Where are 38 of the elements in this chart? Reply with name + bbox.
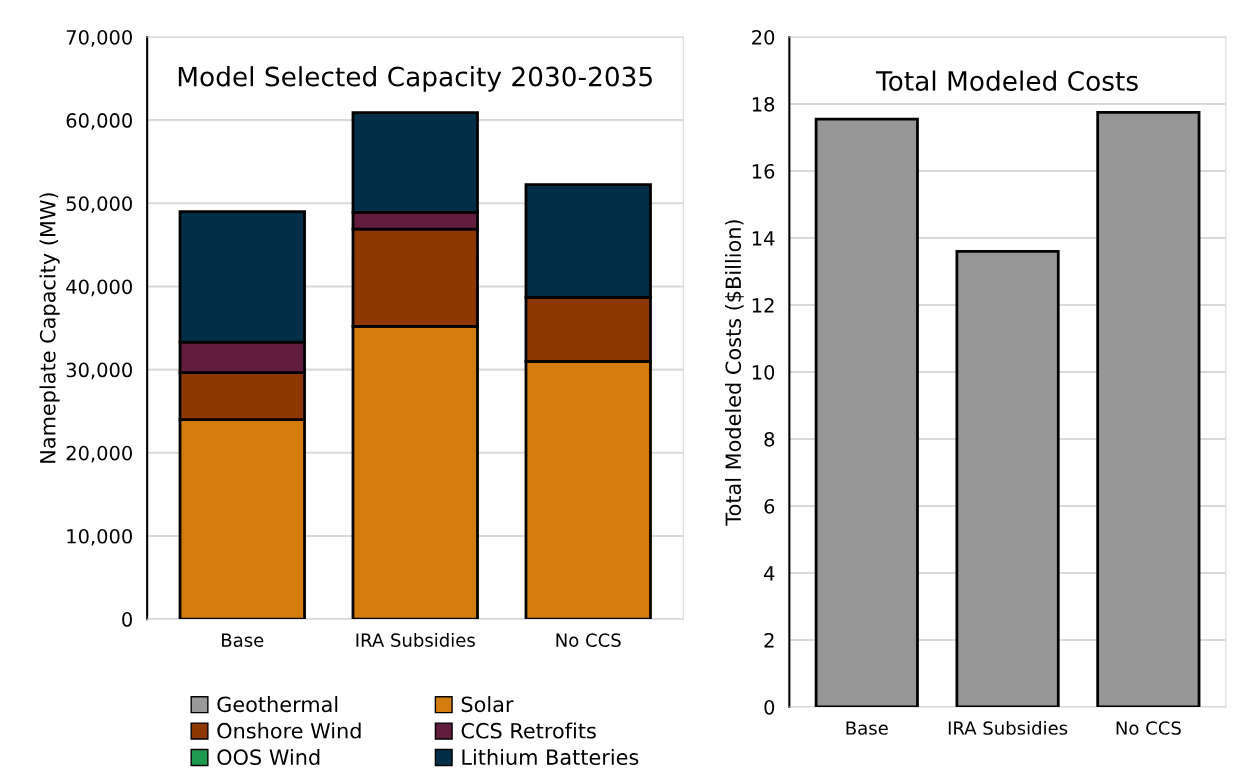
y-tick-label: 2	[764, 632, 774, 648]
y-tick-label: 70,000	[66, 29, 132, 47]
y-tick-label: 20	[752, 29, 775, 45]
legend-label: Lithium Batteries	[462, 748, 639, 766]
bar	[955, 250, 1060, 708]
y-tick-label: 0	[764, 699, 775, 715]
y-tick-label: 10,000	[67, 528, 132, 546]
legend-label: Geothermal	[217, 696, 338, 713]
y-tick-label: 30,000	[66, 362, 132, 380]
legend-label: Onshore Wind	[217, 722, 361, 739]
y-tick-label: 20,000	[66, 445, 132, 463]
legend-label: Solar	[461, 696, 514, 713]
x-tick-label: Base	[846, 721, 888, 735]
y-tick-label: 6	[764, 498, 775, 514]
y-tick-label: 60,000	[66, 113, 132, 130]
bar	[814, 117, 919, 708]
text: Model Selected Capacity 2030-2035	[178, 66, 652, 92]
legend-label: OOS Wind	[217, 748, 320, 766]
y-axis-title: Nameplate Capacity (MW)	[39, 193, 60, 463]
x-tick-label: Base	[222, 633, 264, 647]
y-tick-label: 50,000	[66, 196, 132, 213]
text: Total Modeled Costs	[875, 70, 1138, 91]
y-tick-label: 12	[752, 297, 774, 313]
y-tick-label: 18	[752, 96, 775, 112]
x-tick-label: IRA Subsidies	[948, 720, 1068, 735]
y-tick-label: 8	[764, 431, 775, 447]
x-tick-label: IRA Subsidies	[356, 633, 475, 647]
legend-label: CCS Retrofits	[461, 722, 596, 739]
y-tick-label: 16	[752, 163, 775, 179]
y-axis-title: Total Modeled Costs ($Billion)	[725, 220, 744, 526]
y-tick-label: 14	[752, 231, 775, 246]
y-tick-label: 4	[764, 566, 775, 581]
x-tick-label: No CCS	[556, 633, 621, 647]
y-tick-label: 10	[752, 364, 775, 380]
x-tick-label: No CCS	[1116, 721, 1181, 735]
bar	[1096, 110, 1201, 708]
y-tick-label: 0	[122, 612, 132, 627]
y-tick-label: 40,000	[66, 279, 132, 297]
